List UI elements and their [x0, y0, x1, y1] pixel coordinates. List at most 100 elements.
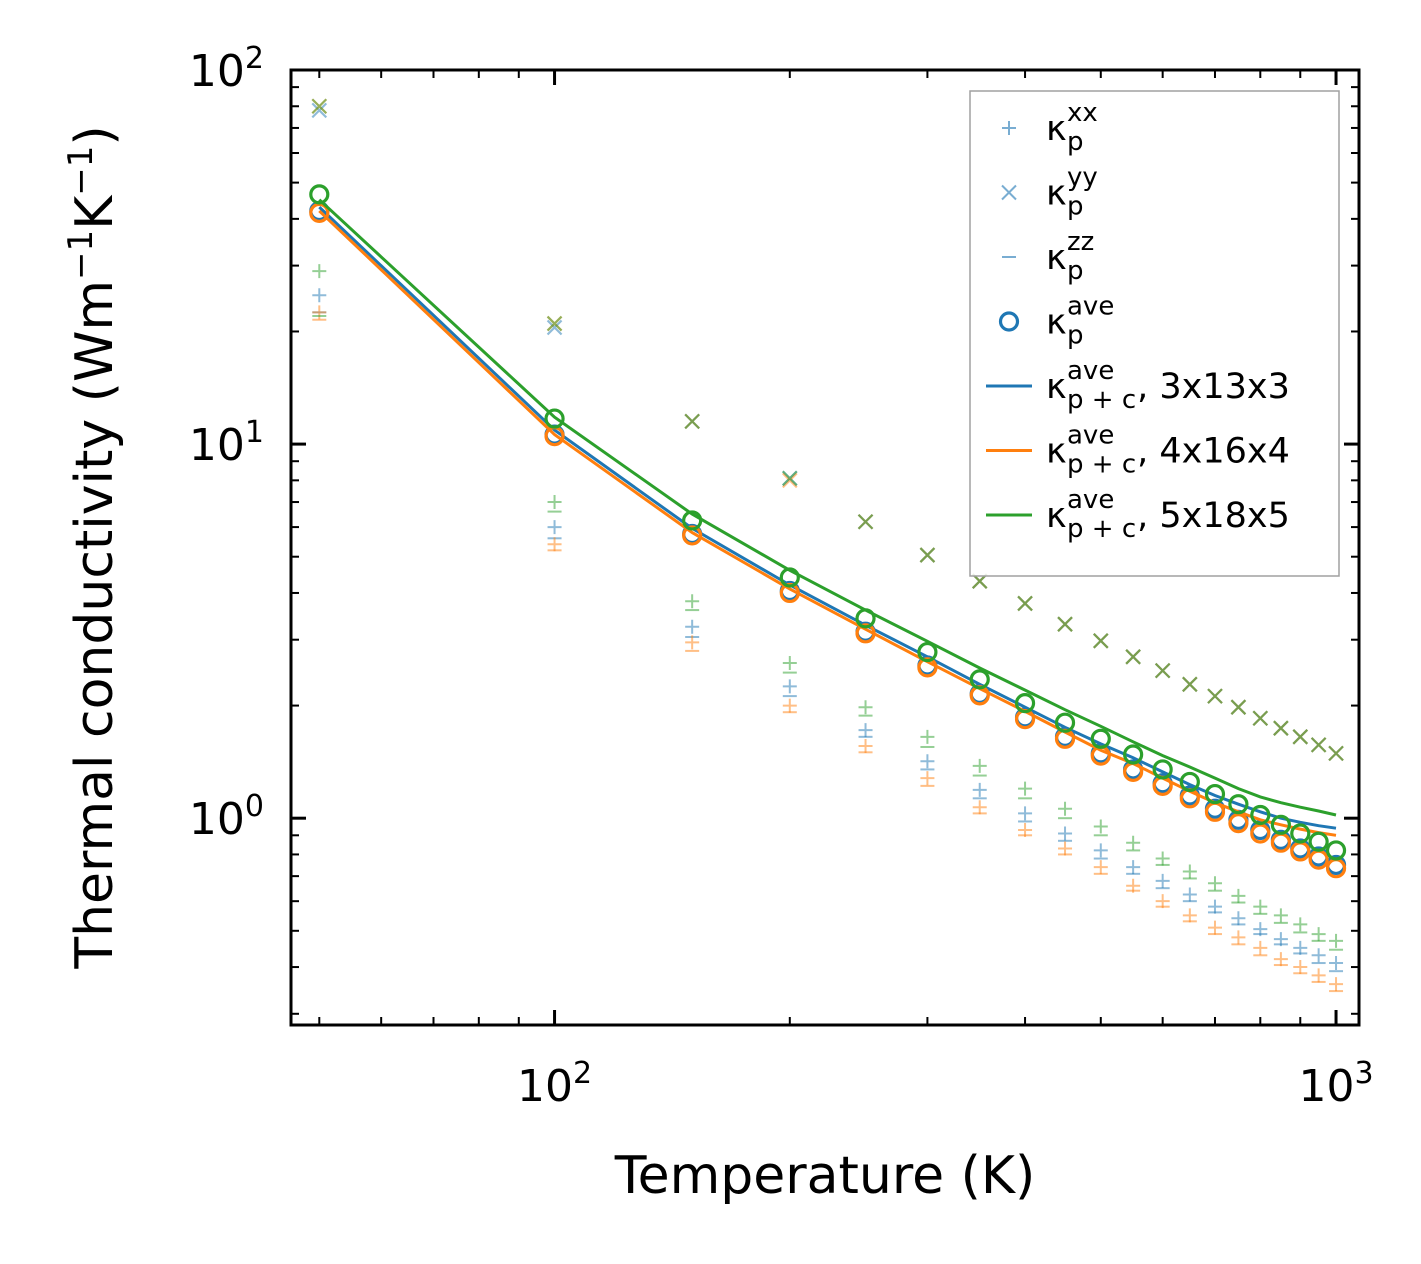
y-axis-label: Thermal conductivity (Wm−1K−1) [61, 125, 125, 969]
kappa-xx-point [782, 655, 797, 670]
legend-symbol: κ [1046, 238, 1067, 278]
kappa-ave-point [544, 408, 565, 429]
kappa-xx-point [1231, 911, 1246, 926]
plot-area [309, 98, 1347, 993]
y-label-end: ) [65, 125, 125, 145]
kappa-yy-point [546, 315, 563, 332]
kappa-ave-point [1179, 771, 1200, 793]
kappa-xx-point [1311, 968, 1326, 983]
kappa-xx-point [1182, 908, 1197, 923]
kappa-xx-point [312, 288, 327, 303]
kappa-xx-point [1018, 781, 1033, 796]
y-label-unit-k: K [65, 194, 125, 230]
kappa-xx-point [1273, 932, 1288, 947]
y-tick-exponent: 1 [245, 415, 264, 450]
legend-subscript: p + c [1067, 514, 1136, 544]
kappa-ave-point [1270, 814, 1291, 835]
kappa-xx-point [1018, 822, 1033, 837]
x-axis-label: Temperature (K) [614, 1146, 1036, 1206]
axes-frame [289, 68, 1361, 1027]
kappa-yy-point [1093, 633, 1109, 649]
kappa-xx-point [1155, 873, 1170, 888]
kappa-xx-point [972, 800, 987, 815]
kappa-xx-point [1293, 917, 1308, 932]
kappa-yy-point [1230, 699, 1247, 715]
kappa-xx-point [1207, 899, 1222, 914]
legend-circle-marker [998, 311, 1020, 332]
kappa-xx-point [547, 495, 562, 510]
legend-symbol: κ [1046, 174, 1067, 214]
kappa-ave-point [1250, 804, 1271, 826]
kappa-xx-point [782, 698, 797, 713]
kappa-ave-point [682, 525, 703, 546]
kappa-ave-point [969, 669, 990, 690]
kappa-pc-line [318, 209, 1337, 837]
kappa-xx-point [1329, 956, 1344, 971]
kappa-xx-point [1273, 952, 1288, 967]
kappa-xx-point [1293, 960, 1308, 975]
kappa-xx-point [972, 758, 987, 773]
kappa-pc-line [318, 198, 1337, 817]
kappa-ave-point [309, 184, 330, 205]
kappa-xx-point [685, 635, 700, 650]
kappa-ave-point [1123, 744, 1144, 765]
kappa-yy-point [1182, 676, 1198, 693]
kappa-xx-point [1329, 977, 1344, 992]
kappa-xx-point [1182, 864, 1197, 879]
legend-cross-marker [1001, 184, 1017, 201]
legend-symbol: κ [1046, 109, 1067, 149]
y-tick-base: 10 [189, 46, 245, 97]
kappa-xx-point [1018, 806, 1033, 821]
legend-label: , 4x16x4 [1137, 432, 1290, 472]
legend-superscript: xx [1067, 98, 1098, 128]
x-tick-exponent: 3 [1354, 1056, 1373, 1091]
legend-superscript: zz [1067, 227, 1094, 257]
kappa-xx-point [1058, 841, 1073, 856]
x-tick-base: 10 [1298, 1061, 1354, 1112]
kappa-ave-point [917, 641, 938, 663]
kappa-ave-point [1308, 831, 1329, 852]
kappa-xx-point [1253, 899, 1268, 914]
kappa-xx-point [1093, 819, 1108, 834]
kappa-xx-point [1273, 908, 1288, 923]
legend-entry: κ pyy [1001, 163, 1098, 222]
kappa-xx-point [1207, 876, 1222, 891]
kappa-xx-point [1093, 843, 1108, 858]
legend-superscript: ave [1067, 292, 1114, 322]
kappa-xx-point [1155, 851, 1170, 866]
kappa-yy-point [1252, 710, 1269, 727]
y-label-exp2: −1 [61, 146, 101, 196]
legend-subscript: p + c [1067, 385, 1136, 415]
x-tick-exponent: 2 [573, 1056, 592, 1091]
legend-box [969, 90, 1340, 577]
kappa-yy-point [1328, 745, 1344, 762]
kappa-ave-point [1204, 783, 1226, 805]
kappa-yy-point [1125, 649, 1141, 665]
kappa-xx-point [1329, 933, 1344, 948]
kappa-xx-point [1126, 860, 1141, 875]
kappa-yy-point [684, 413, 700, 430]
kappa-xx-point [1126, 878, 1141, 893]
y-tick-label: 100 [189, 789, 264, 845]
kappa-xx-point [1311, 927, 1326, 942]
kappa-xx-point [547, 537, 562, 552]
kappa-yy-point [1057, 616, 1073, 632]
legend-symbol: κ [1046, 496, 1067, 536]
kappa-xx-point [920, 771, 935, 786]
kappa-xx-point [782, 679, 797, 694]
kappa-xx-point [972, 782, 987, 797]
legend-subscript: p [1067, 192, 1084, 222]
legend-subscript: p [1067, 256, 1084, 286]
legend-subscript: p [1067, 127, 1084, 157]
x-tick-label: 102 [517, 1056, 592, 1112]
series-5x18x5 [311, 98, 1344, 951]
y-tick-base: 10 [189, 420, 245, 471]
kappa-xx-point [685, 594, 700, 609]
kappa-xx-point [1231, 930, 1246, 945]
kappa-yy-point [1273, 720, 1289, 736]
kappa-xx-point [685, 619, 700, 634]
kappa-ave-point [1090, 728, 1111, 749]
